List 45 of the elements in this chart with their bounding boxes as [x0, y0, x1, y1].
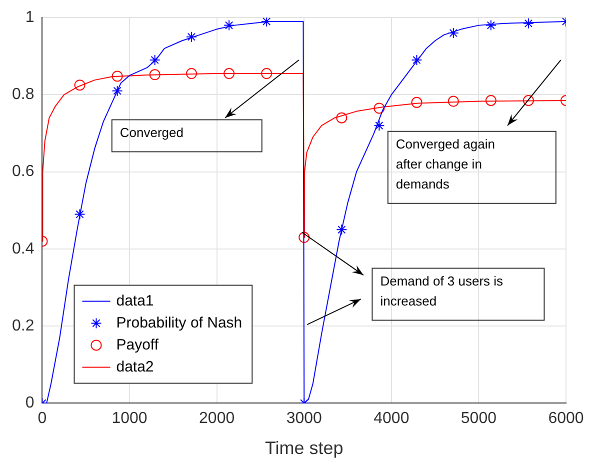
point [149, 54, 160, 66]
point [485, 95, 496, 106]
y-tick-label: 0 [25, 394, 34, 412]
point [411, 96, 422, 108]
x-tick-label: 0 [38, 410, 47, 428]
y-tick-label: 0.4 [12, 240, 34, 258]
x-tick-label: 3000 [286, 410, 322, 428]
point [186, 68, 198, 80]
x-tick-label: 1000 [112, 410, 148, 428]
x-tick-label: 6000 [548, 410, 584, 428]
y-tick-label: 0.2 [12, 317, 34, 334]
annotation: Demand of 3 users is increased [380, 273, 504, 308]
point [336, 224, 348, 236]
point [336, 112, 348, 124]
point [224, 68, 235, 80]
point [112, 85, 123, 96]
point [374, 120, 385, 132]
point [448, 96, 459, 107]
point [112, 70, 123, 82]
annotation: Converged again after change in demands [396, 136, 495, 192]
y-tick-label: 0.8 [12, 86, 34, 104]
point [186, 31, 198, 42]
legend-label: Payoff [116, 336, 160, 354]
legend-label: data1 [116, 292, 154, 310]
point [448, 28, 459, 39]
point [74, 80, 86, 91]
y-tick-label: 0.6 [12, 163, 34, 180]
point [224, 20, 235, 31]
legend-label: Probability of Nash [116, 314, 242, 332]
x-axis-title: Time step [264, 438, 344, 458]
annotation: Converged [120, 124, 184, 140]
x-tick-label: 2000 [199, 410, 235, 428]
point [522, 95, 534, 106]
y-tick-label: 1 [25, 9, 34, 26]
point [411, 54, 422, 66]
point [522, 18, 534, 29]
legend-label: data2 [116, 358, 154, 376]
point [298, 232, 310, 243]
point [74, 208, 86, 220]
point [485, 20, 496, 31]
point [149, 69, 160, 80]
point [374, 102, 385, 114]
point [261, 68, 272, 80]
x-tick-label: 5000 [460, 410, 497, 428]
x-tick-label: 4000 [374, 410, 410, 428]
